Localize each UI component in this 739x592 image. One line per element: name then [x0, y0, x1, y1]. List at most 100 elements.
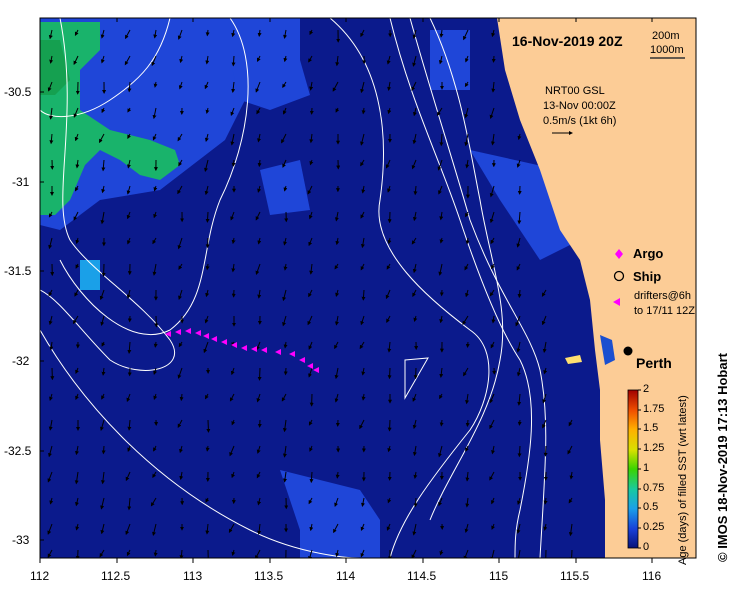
- current-vector: [411, 237, 417, 245]
- current-vector: [205, 289, 210, 298]
- drifter-position: [313, 367, 319, 373]
- current-vector: [308, 211, 313, 220]
- lat-tick: -32: [12, 354, 30, 368]
- current-vector: [439, 367, 444, 378]
- current-vector: [490, 237, 495, 245]
- current-vector: [127, 419, 132, 431]
- current-vector: [412, 445, 417, 457]
- colorbar-tick: 0: [643, 541, 650, 553]
- current-vector: [127, 107, 132, 113]
- light-blue-patch: [280, 470, 380, 530]
- current-vector: [48, 315, 53, 326]
- current-vector: [230, 211, 235, 221]
- current-vector: [307, 315, 313, 326]
- current-vector: [335, 471, 340, 479]
- current-vector: [48, 211, 53, 218]
- current-vector: [543, 523, 548, 531]
- current-product: NRT00 GSL: [545, 85, 605, 97]
- current-vector: [387, 445, 392, 453]
- current-vector: [126, 185, 131, 195]
- drifter-position: [307, 363, 313, 369]
- current-vector: [491, 263, 495, 270]
- current-vector: [543, 497, 548, 505]
- map-title: 16-Nov-2019 20Z: [512, 33, 623, 49]
- current-vector: [204, 81, 209, 90]
- light-blue-patch: [430, 30, 470, 90]
- current-vector: [307, 185, 313, 195]
- current-vector: [75, 237, 80, 245]
- green-region-dark: [40, 40, 70, 95]
- current-vector: [438, 55, 443, 65]
- current-vector: [127, 133, 131, 139]
- current-vector: [124, 55, 131, 66]
- current-vector: [361, 107, 366, 115]
- drifter-position: [261, 347, 267, 353]
- drifter-position: [241, 345, 247, 351]
- current-vector: [47, 81, 53, 92]
- current-vector: [255, 81, 261, 93]
- current-vector: [99, 133, 105, 144]
- current-vector: [309, 81, 314, 91]
- current-vector: [127, 237, 131, 245]
- current-vector: [283, 471, 288, 483]
- current-vector: [204, 315, 209, 324]
- current-vector: [153, 29, 158, 39]
- current-vector: [257, 367, 262, 381]
- current-vector: [464, 133, 469, 147]
- current-vector: [48, 289, 53, 297]
- current-vector: [360, 523, 365, 532]
- current-vector: [465, 211, 469, 218]
- current-vector: [283, 237, 288, 246]
- lon-tick: 113: [183, 569, 203, 583]
- lon-tick: 115.5: [560, 569, 590, 583]
- current-vector: [205, 445, 210, 452]
- current-vector: [257, 289, 262, 299]
- lon-tick: 114.5: [407, 569, 437, 583]
- current-vector: [491, 81, 496, 93]
- current-vector: [517, 393, 522, 406]
- current-vector: [101, 367, 106, 376]
- current-vector: [387, 107, 392, 115]
- current-vector: [257, 55, 261, 62]
- current-vector: [283, 263, 288, 271]
- perth-shoal: [565, 355, 582, 364]
- current-vector: [516, 263, 521, 271]
- current-vector: [205, 29, 210, 37]
- current-vector: [332, 81, 339, 92]
- current-vector: [177, 185, 183, 195]
- current-vector: [49, 393, 53, 401]
- drifter-position: [231, 342, 237, 348]
- current-vector: [150, 497, 157, 507]
- current-vector: [257, 523, 262, 535]
- current-vector: [75, 445, 79, 456]
- current-vector: [126, 393, 131, 403]
- current-vector: [386, 263, 391, 270]
- colorbar-tick: 0.75: [643, 482, 665, 494]
- lat-tick: -31: [12, 175, 30, 189]
- current-vector: [153, 445, 157, 452]
- current-vector: [255, 549, 261, 558]
- current-vector: [178, 289, 183, 300]
- current-vector: [100, 523, 105, 535]
- current-vector: [153, 211, 158, 219]
- current-vector: [282, 159, 287, 168]
- current-vector: [48, 237, 53, 250]
- current-vector: [387, 237, 392, 245]
- current-vector: [333, 523, 339, 534]
- current-vector: [439, 419, 444, 427]
- current-vector: [231, 55, 236, 67]
- current-vector: [309, 159, 314, 166]
- current-vector: [153, 549, 158, 557]
- current-vector: [359, 341, 365, 350]
- legend-drifters-time: to 17/11 12Z: [634, 305, 695, 317]
- current-vector: [72, 315, 79, 325]
- current-vector: [282, 419, 287, 433]
- current-vector: [308, 289, 313, 298]
- current-vector: [465, 159, 470, 169]
- current-vector: [101, 445, 106, 455]
- swan-river: [600, 335, 615, 365]
- current-vector: [516, 549, 521, 558]
- current-vector: [439, 29, 444, 38]
- current-vector: [127, 159, 131, 169]
- drifter-position: [289, 351, 295, 357]
